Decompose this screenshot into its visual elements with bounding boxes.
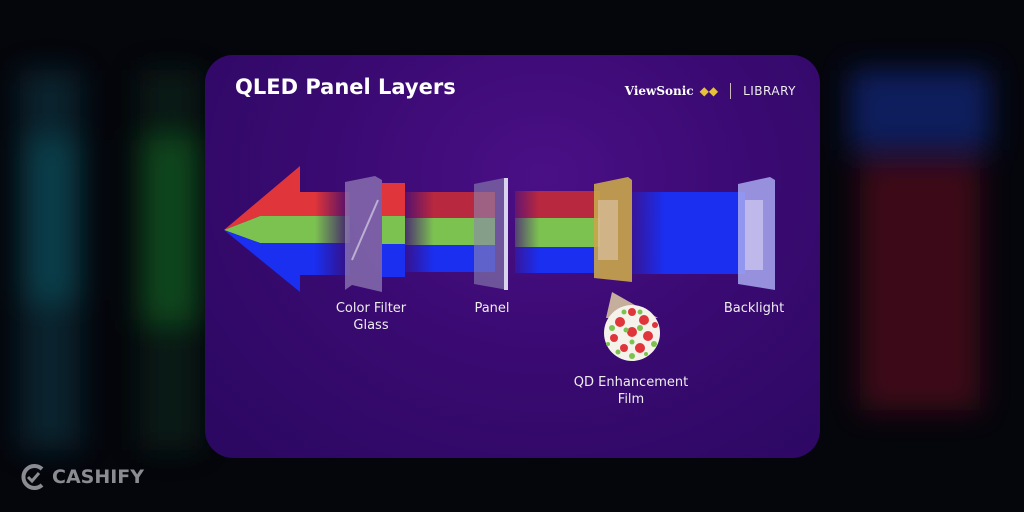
label-line: Glass (353, 318, 389, 333)
label-qd-film: QD Enhancement Film (574, 374, 688, 408)
backlight-layer (738, 177, 775, 290)
label-line: QD Enhancement (573, 375, 689, 390)
cashify-text: CASHIFY (52, 466, 145, 488)
label-backlight: Backlight (723, 301, 785, 316)
qd-film-layer (594, 177, 632, 282)
arrow-red-band (224, 166, 350, 230)
panel-layer (474, 178, 508, 290)
brand-header: ViewSonic ◆◆ LIBRARY (625, 83, 796, 99)
diagram-title: QLED Panel Layers (235, 75, 456, 99)
library-label: LIBRARY (743, 84, 796, 98)
cashify-logo-icon (21, 464, 44, 490)
viewsonic-logo: ViewSonic (624, 84, 694, 98)
arrow-blue-band (224, 230, 350, 292)
output-arrow (224, 166, 350, 292)
label-color-filter-glass: Color Filter Glass (336, 300, 406, 334)
arrow-green-band (224, 216, 350, 243)
band-segment-2 (515, 191, 600, 273)
label-panel: Panel (474, 301, 510, 316)
color-filter-glass (345, 176, 405, 292)
label-line: Film (617, 392, 645, 407)
divider (730, 83, 732, 99)
band-segment-blue (632, 192, 745, 274)
label-line: Color Filter (335, 301, 407, 316)
quantum-dot-droplet (604, 292, 660, 361)
birds-logo-icon: ◆◆ (699, 84, 719, 98)
cashify-watermark: CASHIFY (18, 462, 144, 492)
